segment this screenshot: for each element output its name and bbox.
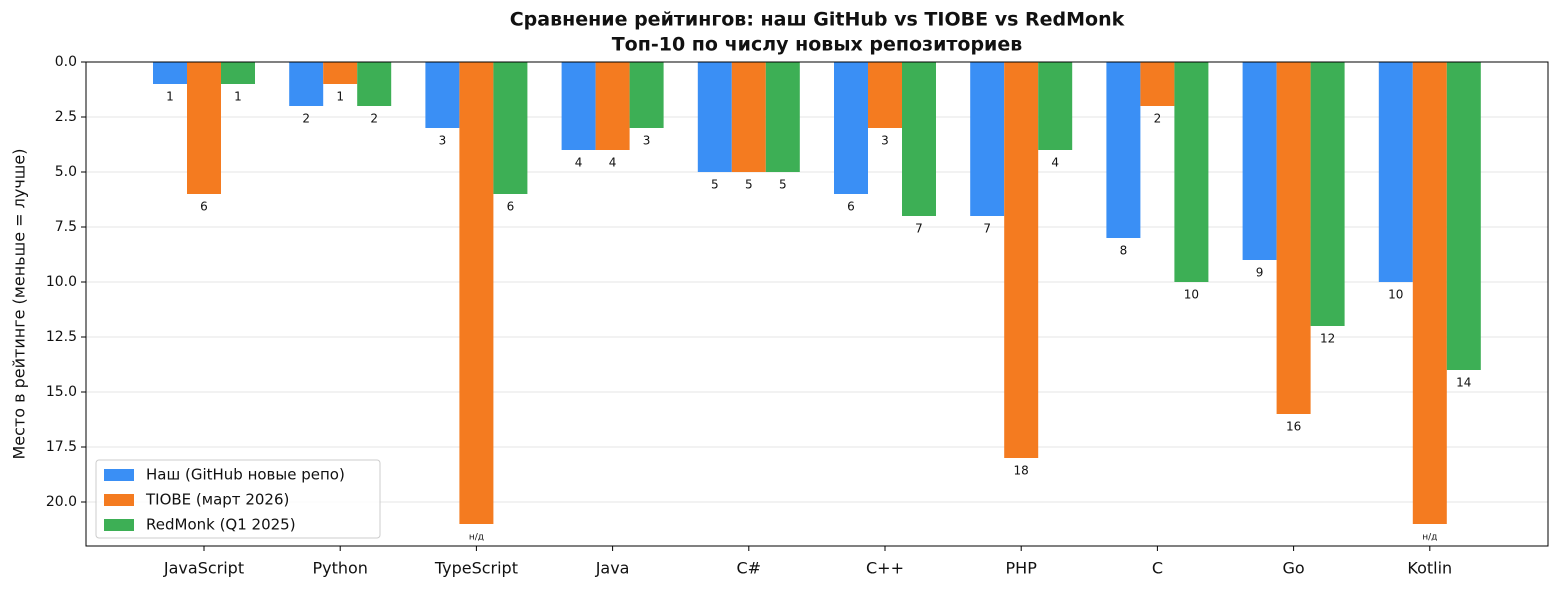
y-axis-label: Место в рейтинге (меньше = лучше) (10, 148, 29, 459)
bar (187, 62, 221, 194)
bar (1242, 62, 1277, 260)
legend-label: TIOBE (март 2026) (145, 491, 289, 509)
y-tick-label: 20.0 (46, 494, 77, 510)
bar (595, 62, 630, 150)
y-tick-label: 17.5 (46, 439, 77, 455)
value-label: 7 (915, 222, 923, 236)
x-tick-label: C (1152, 559, 1163, 578)
bar (323, 62, 358, 84)
value-label: н/д (469, 533, 484, 543)
chart-title: Сравнение рейтингов: наш GitHub vs TIOBE… (510, 9, 1125, 31)
x-tick-label: JavaScript (163, 559, 244, 578)
bar (357, 62, 392, 106)
bar (1446, 62, 1481, 370)
bar (1140, 62, 1175, 106)
value-label: 9 (1256, 266, 1264, 280)
bar (221, 62, 255, 84)
bar (765, 62, 800, 172)
value-label: 4 (1051, 156, 1059, 170)
value-label: 2 (302, 112, 310, 126)
legend-swatch (104, 469, 134, 481)
bar (1106, 62, 1141, 238)
legend-swatch (104, 519, 134, 531)
bar (1412, 62, 1447, 524)
y-tick-label: 12.5 (46, 329, 77, 345)
y-tick-label: 5.0 (55, 164, 77, 180)
value-label: 18 (1014, 464, 1029, 478)
value-label: 10 (1184, 288, 1199, 302)
bar (970, 62, 1005, 216)
value-label: 10 (1388, 288, 1403, 302)
legend-label: Наш (GitHub новые репо) (146, 466, 345, 484)
value-label: 6 (507, 200, 515, 214)
bar (493, 62, 528, 194)
value-label: н/д (1422, 533, 1437, 543)
value-label: 3 (881, 134, 889, 148)
value-label: 2 (370, 112, 378, 126)
value-label: 5 (711, 178, 719, 192)
y-tick-label: 0.0 (55, 54, 77, 70)
bar (459, 62, 494, 524)
bar (1378, 62, 1413, 282)
legend-swatch (104, 494, 134, 506)
value-label: 3 (643, 134, 651, 148)
bar (868, 62, 902, 128)
value-label: 6 (847, 200, 855, 214)
bar (425, 62, 460, 128)
bar (289, 62, 324, 106)
value-label: 4 (609, 156, 617, 170)
chart-subtitle: Топ-10 по числу новых репозиториев (612, 34, 1023, 56)
bar (697, 62, 732, 172)
value-label: 14 (1456, 376, 1471, 390)
value-label: 3 (439, 134, 447, 148)
value-label: 6 (200, 200, 208, 214)
bar (834, 62, 868, 194)
legend-label: RedMonk (Q1 2025) (146, 516, 296, 534)
bar (1174, 62, 1209, 282)
x-tick-label: C# (737, 559, 762, 578)
bar (629, 62, 664, 128)
value-label: 2 (1154, 112, 1162, 126)
bar (561, 62, 596, 150)
value-label: 5 (779, 178, 787, 192)
bar (153, 62, 187, 84)
bar (1310, 62, 1345, 326)
y-tick-label: 7.5 (55, 219, 77, 235)
value-label: 1 (336, 90, 344, 104)
y-tick-label: 15.0 (46, 384, 77, 400)
bar (731, 62, 766, 172)
bar (1004, 62, 1039, 458)
bar (902, 62, 936, 216)
plot-frame (85, 61, 1549, 547)
x-tick-label: C++ (866, 559, 904, 578)
x-tick-label: Kotlin (1407, 559, 1452, 578)
value-label: 12 (1320, 332, 1335, 346)
bar (1276, 62, 1311, 414)
x-tick-label: Python (312, 559, 367, 578)
x-tick-label: Go (1283, 559, 1305, 578)
value-label: 8 (1120, 244, 1128, 258)
y-tick-label: 10.0 (46, 274, 77, 290)
bar (1038, 62, 1073, 150)
x-tick-label: TypeScript (434, 559, 518, 578)
value-label: 4 (575, 156, 583, 170)
x-tick-label: Java (595, 559, 630, 578)
value-label: 1 (166, 90, 174, 104)
legend-box (95, 459, 381, 539)
value-label: 1 (234, 90, 242, 104)
y-tick-label: 2.5 (55, 109, 77, 125)
value-label: 5 (745, 178, 753, 192)
value-label: 7 (983, 222, 991, 236)
x-tick-label: PHP (1006, 559, 1038, 578)
value-label: 16 (1286, 420, 1301, 434)
